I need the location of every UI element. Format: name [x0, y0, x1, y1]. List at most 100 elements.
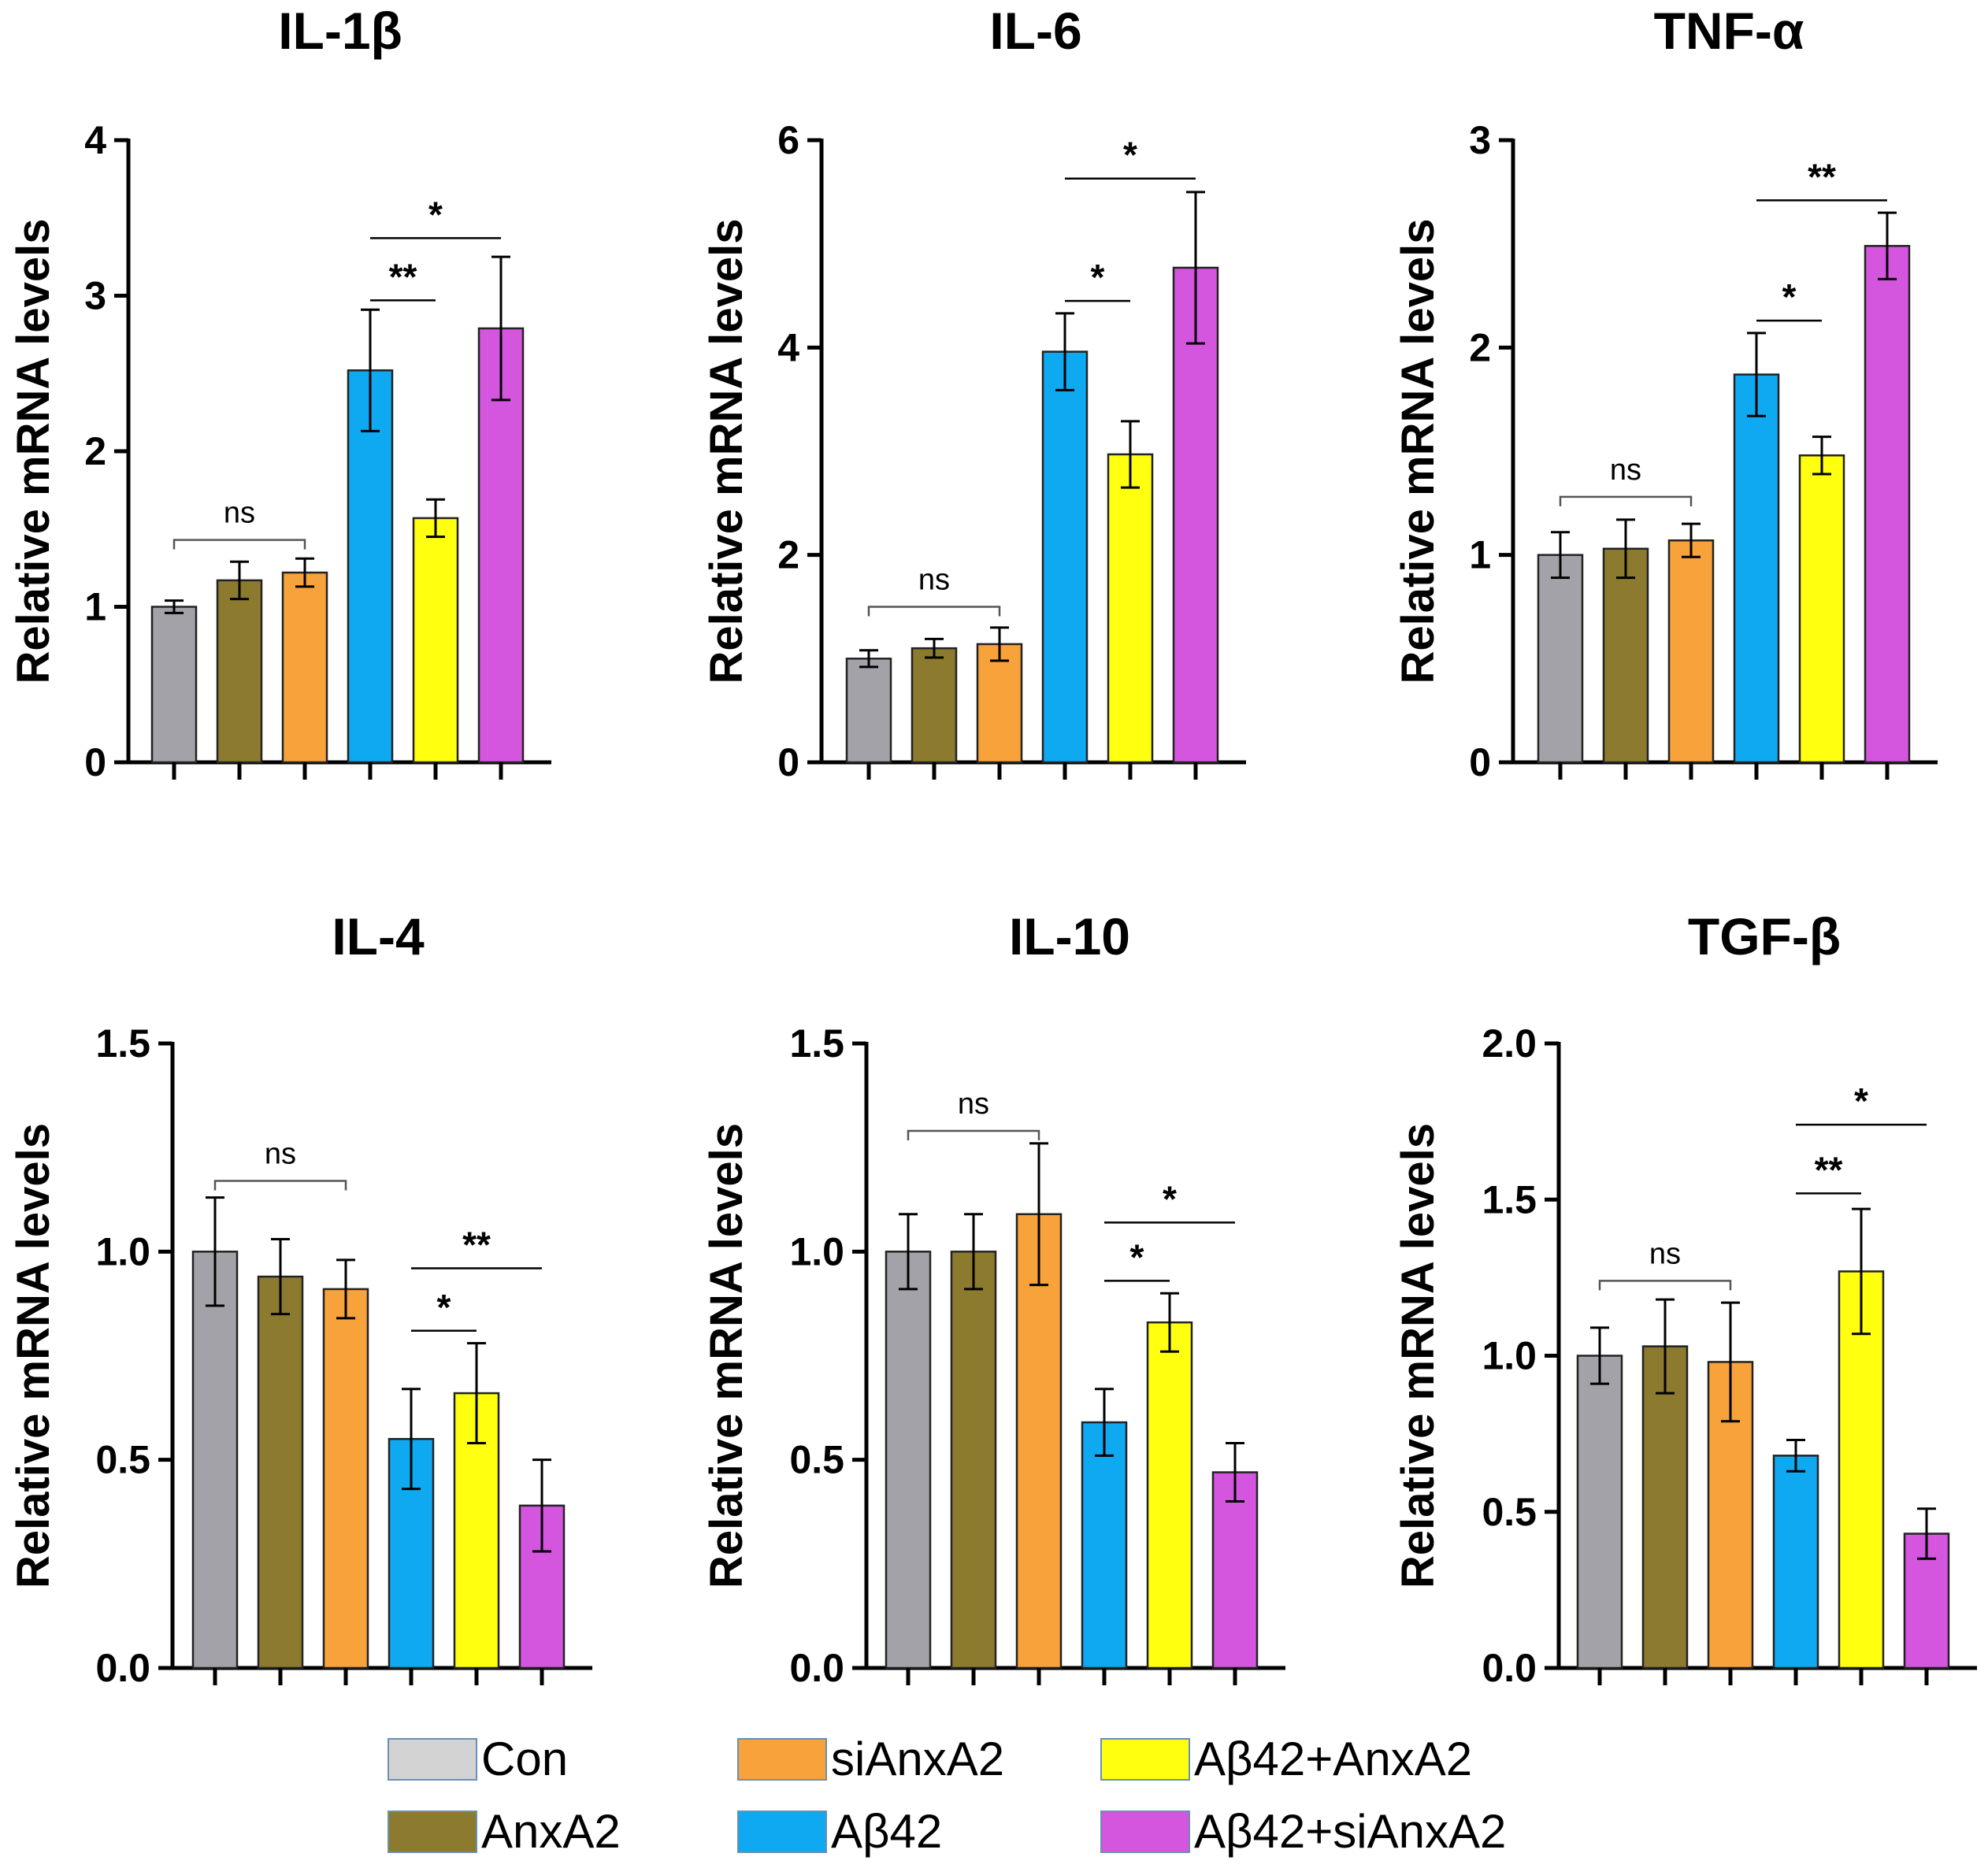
y-tick-label: 2.0 — [1482, 1021, 1537, 1066]
bar — [1864, 245, 1911, 764]
bar — [885, 1251, 932, 1670]
chart-title: TGF-β — [1688, 907, 1841, 966]
y-tick-label: 0.0 — [95, 1646, 150, 1690]
legend-item: Aβ42+AnxA2 — [1100, 1733, 1472, 1785]
legend-swatch — [737, 1738, 827, 1781]
legend-label: AnxA2 — [481, 1805, 621, 1858]
bar — [1146, 1321, 1193, 1670]
significance-label: * — [1163, 1178, 1177, 1219]
y-tick-label: 0.5 — [1482, 1490, 1537, 1534]
legend-swatch — [388, 1811, 477, 1853]
y-axis-label: Relative mRNA levels — [1393, 1123, 1444, 1588]
y-tick-label: 0 — [84, 740, 106, 784]
bar — [191, 1251, 239, 1670]
bar — [845, 658, 892, 764]
y-tick-label: 0 — [1469, 740, 1491, 784]
legend-swatch — [388, 1738, 477, 1781]
chart-title: IL-6 — [989, 2, 1081, 60]
significance-label: * — [1854, 1080, 1868, 1121]
y-axis-label: Relative mRNA levels — [8, 1123, 59, 1588]
significance-label: * — [1123, 135, 1137, 176]
chart-panel: IL-10 Relative mRNA levels 0.0 0.5 1.0 1.5 ns *… — [701, 907, 1285, 1690]
bar — [1641, 1345, 1689, 1670]
y-tick-label: 1.5 — [1482, 1177, 1537, 1221]
bar — [281, 571, 328, 764]
y-tick-label: 0.0 — [789, 1646, 844, 1690]
legend-label: Aβ42 — [831, 1805, 942, 1858]
chart-title: IL-10 — [1009, 907, 1130, 966]
y-axis-label: Relative mRNA levels — [1393, 218, 1444, 684]
legend-swatch — [1100, 1738, 1190, 1781]
significance-bracket — [172, 539, 306, 550]
bar — [257, 1275, 304, 1670]
significance-bracket — [1598, 1280, 1732, 1291]
chart-title: IL-4 — [332, 907, 425, 966]
bar — [1838, 1270, 1885, 1670]
y-tick-label: 1 — [1469, 533, 1491, 577]
y-tick-label: 1.5 — [95, 1021, 150, 1066]
significance-bracket — [867, 606, 1001, 617]
bar — [1107, 453, 1154, 764]
legend-label: Con — [481, 1733, 568, 1785]
y-tick-label: 2 — [777, 533, 799, 577]
bar — [911, 647, 958, 764]
y-tick-label: 1.0 — [789, 1229, 844, 1273]
y-tick-label: 0.5 — [789, 1438, 844, 1482]
chart-panel: TGF-β Relative mRNA levels 0.0 0.5 1.0 1.5 2.0… — [1393, 907, 1977, 1690]
significance-label: ** — [1808, 156, 1836, 197]
significance-label: ns — [265, 1137, 296, 1170]
legend-item: Aβ42 — [737, 1805, 942, 1858]
significance-label: * — [1782, 276, 1797, 317]
legend-label: Aβ42+AnxA2 — [1194, 1733, 1472, 1785]
significance-label: ns — [224, 497, 255, 530]
bar — [1798, 454, 1845, 764]
chart-title: IL-1β — [278, 2, 402, 60]
significance-label: ns — [1610, 454, 1641, 487]
legend-swatch — [737, 1811, 827, 1853]
significance-bracket — [213, 1180, 347, 1191]
significance-label: ** — [389, 256, 417, 297]
legend-item: siAnxA2 — [737, 1733, 1004, 1785]
significance-bracket — [1559, 495, 1693, 506]
significance-label: ** — [462, 1224, 491, 1265]
bar — [412, 517, 459, 764]
bar — [1041, 350, 1089, 764]
y-tick-label: 3 — [1469, 118, 1491, 162]
bar — [1733, 373, 1780, 764]
bar — [950, 1251, 997, 1670]
legend-label: Aβ42+siAnxA2 — [1194, 1805, 1506, 1858]
bar — [1667, 539, 1715, 764]
y-axis-label: Relative mRNA levels — [701, 218, 752, 684]
chart-panel: IL-6 Relative mRNA levels 0 2 4 6 ns * * — [701, 2, 1246, 784]
bar — [150, 606, 198, 764]
bar — [1602, 547, 1649, 764]
legend-item: Con — [388, 1733, 568, 1785]
y-tick-label: 4 — [84, 118, 106, 162]
y-axis-label: Relative mRNA levels — [8, 218, 59, 684]
significance-label: ns — [918, 564, 950, 597]
significance-label: ns — [958, 1088, 989, 1121]
legend: Con AnxA2 siAnxA2 Aβ42 Aβ42+AnxA2 Aβ42+siAnxA… — [388, 1733, 1506, 1858]
y-tick-label: 1.0 — [95, 1229, 150, 1273]
y-tick-label: 0.0 — [1482, 1646, 1537, 1690]
legend-item: Aβ42+siAnxA2 — [1100, 1805, 1506, 1858]
significance-label: ns — [1649, 1237, 1681, 1270]
bar — [1211, 1471, 1259, 1670]
bar — [1576, 1355, 1623, 1670]
y-tick-label: 0 — [777, 740, 799, 784]
y-tick-label: 3 — [84, 274, 106, 318]
legend-label: siAnxA2 — [831, 1733, 1004, 1785]
bar — [1172, 266, 1219, 764]
significance-label: * — [428, 194, 443, 235]
significance-label: ** — [1815, 1149, 1843, 1190]
y-tick-label: 1 — [84, 585, 106, 629]
significance-label: * — [437, 1287, 451, 1328]
y-tick-label: 4 — [777, 325, 799, 369]
legend-swatch — [1100, 1811, 1190, 1853]
bar — [322, 1288, 369, 1670]
chart-title: TNF-α — [1654, 2, 1804, 60]
